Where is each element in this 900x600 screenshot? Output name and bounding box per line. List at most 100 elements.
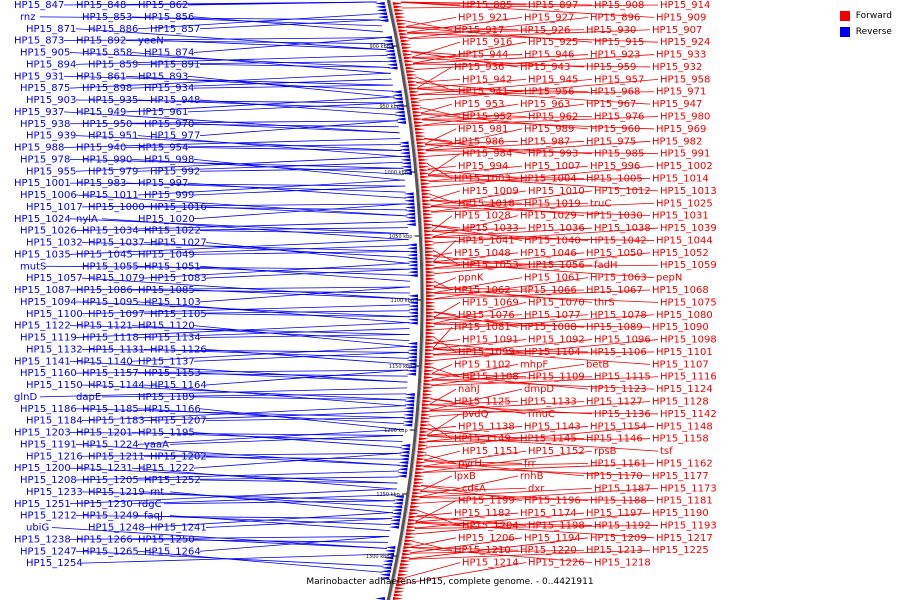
reverse-gene-label: HP15_1100: [26, 309, 83, 320]
reverse-gene-label: HP15_951: [88, 131, 138, 142]
reverse-gene-arrow: [381, 566, 392, 570]
reverse-gene-arrow: [391, 508, 402, 512]
reverse-gene-label: HP15_1055: [82, 261, 139, 272]
forward-gene-label: HP15_1053: [462, 260, 519, 271]
reverse-gene-arrow: [407, 304, 418, 308]
forward-gene-arrow: [410, 93, 421, 97]
forward-gene-arrow: [421, 195, 432, 199]
forward-leader-line: [429, 388, 457, 405]
reverse-gene-label: HP15_1000: [88, 202, 145, 213]
forward-gene-label: fadH: [594, 260, 618, 271]
reverse-gene-label: nylA: [76, 214, 98, 225]
forward-gene-label: HP15_908: [594, 0, 644, 11]
forward-leader-line: [424, 460, 523, 464]
reverse-gene-label: HP15_905: [20, 48, 70, 59]
scale-ticks: 900 kbp 950 kbp 1000 kbp 1050 kbp 1100 kbp 11…: [366, 44, 421, 560]
forward-gene-arrow: [422, 396, 433, 400]
forward-gene-arrow: [425, 348, 436, 352]
forward-leader-line: [419, 78, 659, 101]
reverse-gene-arrow: [404, 206, 415, 209]
forward-gene-arrow: [396, 19, 407, 22]
forward-gene-arrow: [393, 593, 404, 597]
forward-leader-line: [419, 475, 519, 498]
reverse-gene-label: HP15_1211: [88, 451, 145, 462]
forward-leader-line: [408, 29, 651, 40]
forward-gene-label: HP15_1081: [454, 322, 511, 333]
forward-gene-label: HP15_1116: [660, 372, 717, 383]
forward-gene-arrow: [425, 253, 436, 257]
reverse-gene-label: HP15_1183: [88, 416, 145, 427]
reverse-leader-line: [75, 221, 408, 232]
forward-gene-label: HP15_932: [652, 62, 702, 73]
forward-gene-label: HP15_996: [590, 161, 640, 172]
forward-gene-label: HP15_1187: [594, 483, 651, 494]
forward-gene-label: HP15_1063: [590, 273, 647, 284]
forward-gene-label: HP15_1025: [656, 198, 713, 209]
reverse-leader-line: [193, 84, 393, 89]
forward-gene-arrow: [410, 97, 421, 101]
forward-gene-arrow: [399, 36, 410, 39]
reverse-gene-label: HP15_1249: [82, 511, 139, 522]
forward-gene-arrow: [425, 338, 436, 342]
forward-leader-line: [429, 401, 585, 411]
forward-gene-label: HP15_1142: [660, 409, 717, 420]
reverse-gene-label: HP15_1027: [150, 238, 207, 249]
forward-gene-arrow: [425, 297, 436, 301]
forward-gene-label: HP15_1033: [462, 223, 519, 234]
forward-gene-arrow: [422, 199, 433, 203]
reverse-gene-label: HP15_1222: [138, 463, 195, 474]
forward-gene-label: HP15_1031: [652, 211, 709, 222]
reverse-gene-label: HP15_873: [14, 36, 64, 47]
forward-gene-arrow: [395, 15, 406, 19]
reverse-gene-label: HP15_1121: [76, 321, 133, 332]
reverse-leader-line: [137, 476, 399, 481]
reverse-leader-line: [69, 238, 409, 255]
reverse-gene-label: HP15_1185: [82, 404, 139, 415]
forward-gene-arrow: [423, 226, 434, 230]
reverse-gene-label: HP15_859: [88, 59, 138, 70]
reverse-leader-line: [199, 120, 398, 137]
reverse-gene-label: HP15_1184: [26, 416, 83, 427]
forward-gene-arrow: [392, 2, 403, 5]
forward-leader-line: [433, 314, 523, 319]
reverse-leader-line: [75, 515, 393, 520]
reverse-leader-line: [137, 550, 383, 573]
forward-leader-line: [403, 562, 527, 585]
reverse-gene-label: HP15_1219: [88, 487, 145, 498]
forward-gene-label: HP15_953: [454, 99, 504, 110]
forward-leader-line: [423, 463, 589, 467]
reverse-gene-label: HP15_1160: [20, 368, 77, 379]
reverse-gene-label: HP15_937: [14, 107, 64, 118]
forward-gene-arrow: [418, 158, 429, 162]
forward-leader-line: [424, 460, 585, 477]
reverse-leader-line: [205, 518, 393, 528]
reverse-leader-line: [205, 206, 408, 217]
forward-gene-label: HP15_1196: [524, 496, 581, 507]
forward-leader-line: [425, 425, 655, 448]
forward-gene-label: HP15_1190: [652, 508, 709, 519]
forward-gene-arrow: [421, 413, 432, 417]
legend: Forward Reverse: [839, 8, 892, 40]
forward-gene-arrow: [405, 535, 416, 539]
forward-gene-arrow: [418, 437, 429, 441]
forward-gene-label: HP15_994: [458, 161, 508, 172]
reverse-gene-label: HP15_847: [14, 0, 64, 11]
forward-leader-line: [407, 16, 523, 33]
forward-gene-arrow: [424, 240, 435, 243]
forward-gene-label: HP15_897: [528, 0, 578, 11]
reverse-gene-arrow: [407, 297, 418, 301]
forward-leader-line: [410, 51, 457, 55]
reverse-gene-arrow: [397, 471, 408, 475]
forward-gene-label: HP15_1041: [458, 235, 515, 246]
reverse-gene-label: HP15_1120: [138, 321, 195, 332]
forward-gene-arrow: [411, 100, 422, 104]
forward-gene-arrow: [416, 138, 427, 141]
forward-gene-label: HP15_1044: [656, 235, 713, 246]
reverse-gene-arrow: [405, 216, 416, 220]
forward-gene-label: HP15_1009: [462, 186, 519, 197]
forward-gene-label: HP15_1048: [454, 248, 511, 259]
forward-gene-label: HP15_987: [520, 136, 570, 147]
reverse-gene-label: dapE: [76, 392, 101, 403]
forward-leader-line: [430, 202, 589, 207]
forward-gene-label: HP15_1193: [660, 520, 717, 531]
